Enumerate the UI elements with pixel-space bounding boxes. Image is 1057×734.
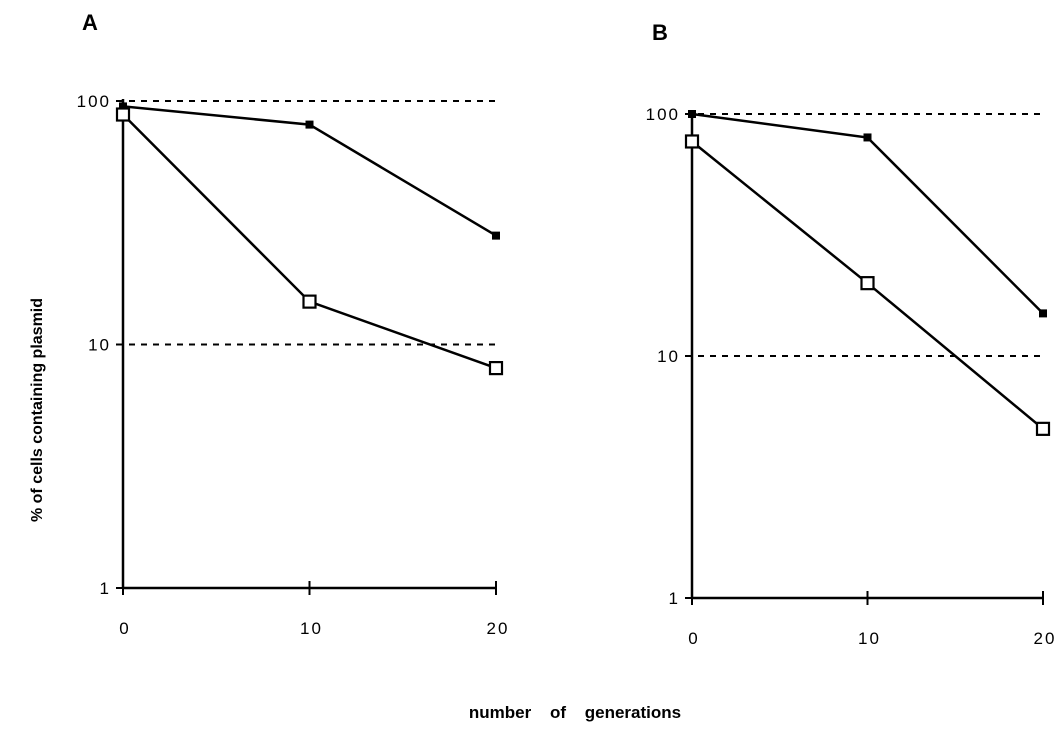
x-tick-label: 0 <box>119 619 130 638</box>
open-square-marker <box>1035 421 1051 436</box>
filled-square-marker <box>863 133 872 142</box>
x-tick-label: 20 <box>487 619 510 638</box>
y-tick-label: 100 <box>77 92 111 111</box>
open-series-line <box>122 113 497 370</box>
open-square-marker <box>115 107 131 122</box>
filled-square-marker <box>688 110 696 118</box>
y-axis-title: % of cells containing plasmid <box>29 298 46 522</box>
open-square-marker <box>684 134 700 149</box>
filled-square-marker <box>119 102 127 111</box>
filled-square-marker <box>305 120 314 129</box>
open-square-marker <box>860 276 875 291</box>
x-tick-label: 20 <box>1034 629 1057 648</box>
panel-b: B 1 10 100 0 10 20 <box>646 20 1057 648</box>
open-square-marker <box>302 294 317 309</box>
x-axis-title: number of generations <box>469 703 681 722</box>
open-square-marker <box>488 360 504 376</box>
x-tick-label: 0 <box>688 629 699 648</box>
panel-a-label: A <box>82 10 98 35</box>
filled-square-marker <box>1039 309 1047 318</box>
panel-a: A 1 10 100 0 10 20 <box>77 10 510 638</box>
y-tick-label: 100 <box>646 105 680 124</box>
y-tick-label: 10 <box>88 336 111 355</box>
y-tick-label: 1 <box>669 589 680 608</box>
panel-b-label: B <box>652 20 668 45</box>
x-tick-label: 10 <box>858 629 881 648</box>
filled-square-marker <box>492 231 500 240</box>
y-tick-label: 10 <box>657 347 680 366</box>
y-tick-label: 1 <box>100 579 111 598</box>
x-tick-label: 10 <box>300 619 323 638</box>
